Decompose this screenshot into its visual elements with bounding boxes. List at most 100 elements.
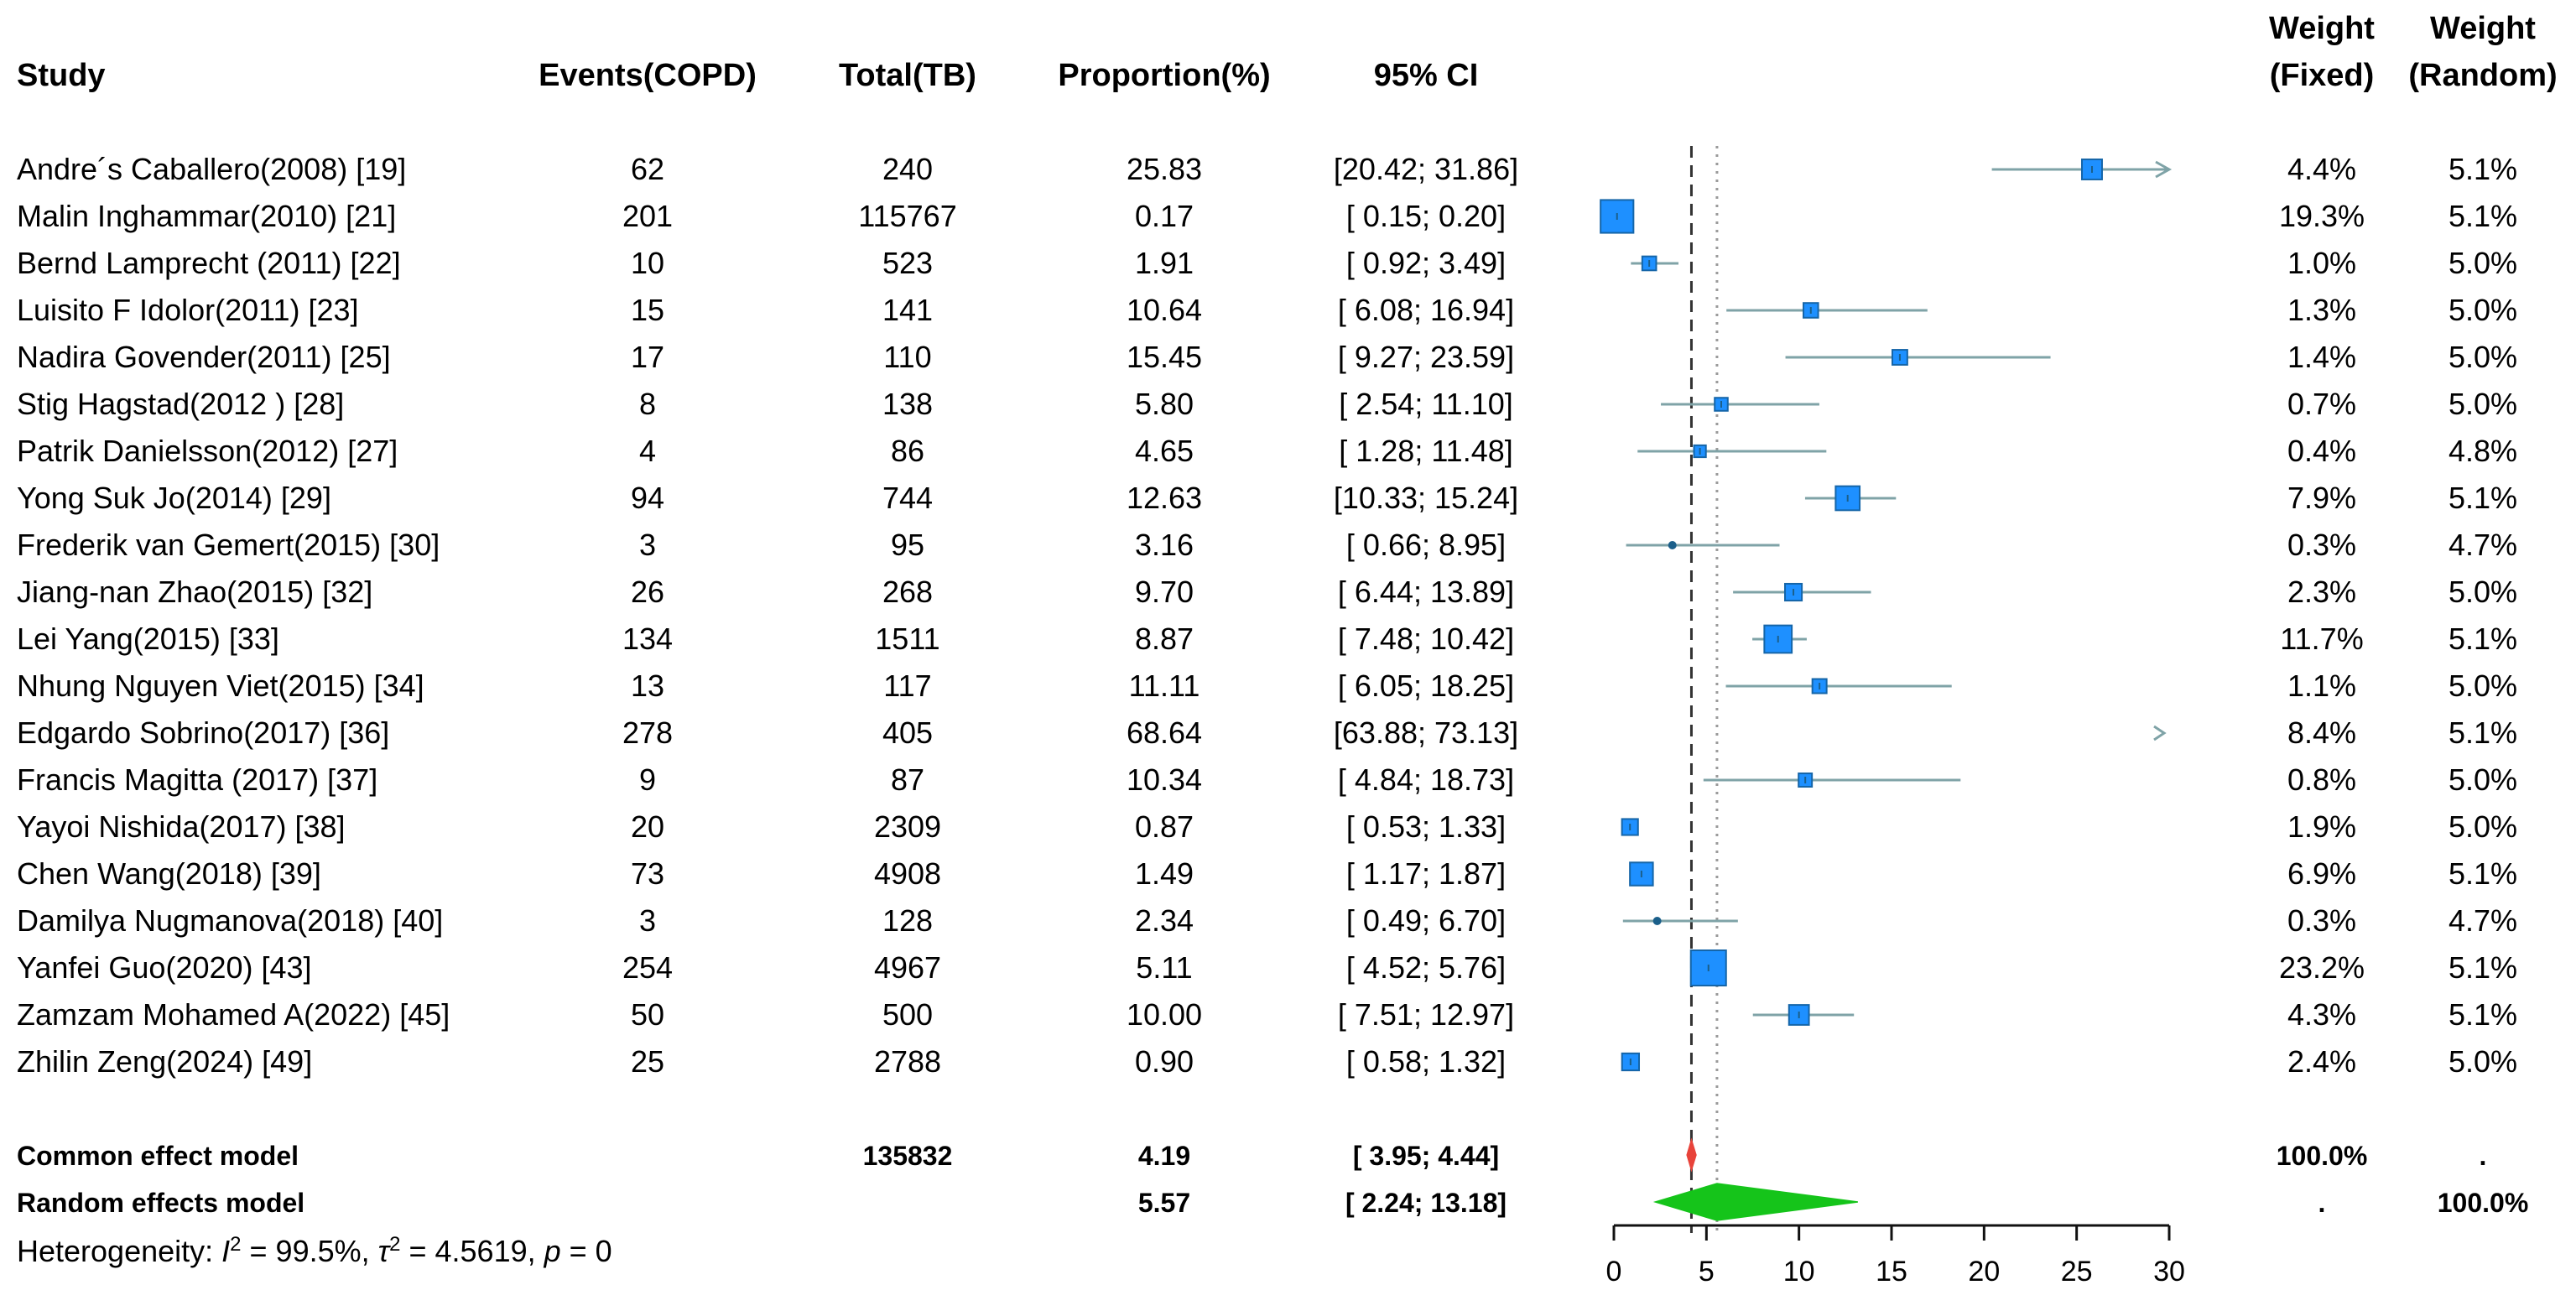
cell-ci-label: [ 1.28; 11.48] bbox=[1339, 434, 1513, 468]
table-row: Patrik Danielsson(2012) [27] 4 86 4.65 [ 1.2… bbox=[17, 434, 2517, 468]
cell-ci-label: [ 0.15; 0.20] bbox=[1346, 199, 1506, 233]
cell-ci-label: [ 7.48; 10.42] bbox=[1338, 622, 1514, 656]
cell-ci-label: [ 6.44; 13.89] bbox=[1338, 575, 1514, 609]
cell-events: 26 bbox=[631, 575, 664, 609]
study-marker bbox=[1689, 949, 1727, 986]
cell-events: 17 bbox=[631, 340, 664, 374]
study-marker bbox=[1703, 773, 1961, 788]
cell-w-random: 5.1% bbox=[2449, 152, 2517, 186]
study-marker bbox=[1637, 444, 1827, 459]
cell-prop-label: 11.11 bbox=[1129, 669, 1200, 703]
cell-w-random: 4.8% bbox=[2449, 434, 2517, 468]
table-row: Zhilin Zeng(2024) [49] 25 2788 0.90 [ 0.58; … bbox=[17, 1044, 2517, 1079]
study-marker bbox=[1726, 302, 1928, 319]
cell-total: 86 bbox=[891, 434, 924, 468]
study-marker bbox=[1629, 861, 1654, 887]
cell-w-random: 5.0% bbox=[2449, 809, 2517, 844]
cell-w-fixed: 19.3% bbox=[2279, 199, 2365, 233]
cell-total: 500 bbox=[882, 997, 933, 1032]
cell-events: 134 bbox=[622, 622, 673, 656]
model-proportion: 5.57 bbox=[1138, 1188, 1190, 1218]
cell-w-random: 5.1% bbox=[2449, 199, 2517, 233]
cell-events: 3 bbox=[639, 903, 656, 938]
cell-events: 8 bbox=[639, 387, 656, 421]
study-marker bbox=[1752, 624, 1807, 654]
cell-w-fixed: 8.4% bbox=[2287, 715, 2356, 750]
cell-total: 117 bbox=[883, 669, 931, 703]
x-tick-label: 0 bbox=[1606, 1256, 1622, 1288]
cell-study: Luisito F Idolor(2011) [23] bbox=[17, 293, 359, 327]
study-marker bbox=[1661, 397, 1819, 412]
study-rows: Andre´s Caballero(2008) [19] 62 240 25.83 [2… bbox=[17, 152, 2528, 1218]
cell-w-random: 5.1% bbox=[2449, 856, 2517, 891]
cell-prop-label: 0.17 bbox=[1135, 199, 1194, 233]
cell-study: Stig Hagstad(2012 ) [28] bbox=[17, 387, 344, 421]
cell-prop-label: 1.49 bbox=[1135, 856, 1194, 891]
summary-diamond bbox=[1686, 1137, 1697, 1173]
cell-prop-label: 68.64 bbox=[1127, 715, 1202, 750]
header-ci: 95% CI bbox=[1374, 58, 1479, 93]
study-marker bbox=[1600, 199, 1635, 234]
cell-total: 2788 bbox=[874, 1044, 941, 1079]
cell-w-random: 5.1% bbox=[2449, 997, 2517, 1032]
header-weight-fixed-2: (Fixed) bbox=[2270, 58, 2375, 93]
cell-study: Patrik Danielsson(2012) [27] bbox=[17, 434, 398, 468]
study-marker bbox=[1725, 678, 1952, 695]
table-row: Lei Yang(2015) [33] 134 1511 8.87 [ 7.48; 10… bbox=[17, 622, 2517, 656]
cell-events: 201 bbox=[622, 199, 673, 233]
cell-study: Edgardo Sobrino(2017) [36] bbox=[17, 715, 389, 750]
header-proportion: Proportion(%) bbox=[1058, 58, 1270, 93]
study-marker bbox=[1733, 582, 1871, 602]
x-tick-label: 5 bbox=[1699, 1256, 1715, 1288]
cell-total: 240 bbox=[882, 152, 933, 186]
table-row: Yanfei Guo(2020) [43] 254 4967 5.11 [ 4.52; … bbox=[17, 950, 2517, 985]
table-row: Nadira Govender(2011) [25] 17 110 15.45 [ 9.… bbox=[17, 340, 2517, 374]
out-of-range-arrow bbox=[2153, 725, 2167, 741]
cell-w-fixed: 1.4% bbox=[2287, 340, 2356, 374]
ci-arrow bbox=[2155, 160, 2173, 179]
cell-events: 278 bbox=[622, 715, 673, 750]
cell-w-random: 5.0% bbox=[2449, 246, 2517, 280]
cell-w-fixed: 1.1% bbox=[2287, 669, 2356, 703]
table-row: Malin Inghammar(2010) [21] 201 115767 0.17 [… bbox=[17, 199, 2517, 233]
cell-events: 50 bbox=[631, 997, 664, 1032]
cell-events: 254 bbox=[622, 950, 673, 985]
cell-events: 3 bbox=[639, 528, 656, 562]
cell-study: Yayoi Nishida(2017) [38] bbox=[17, 809, 346, 844]
heterogeneity-part: τ bbox=[378, 1234, 392, 1268]
cell-ci-label: [ 2.54; 11.10] bbox=[1339, 387, 1513, 421]
header-total: Total(TB) bbox=[839, 58, 976, 93]
table-row: Luisito F Idolor(2011) [23] 15 141 10.64 [ 6… bbox=[17, 293, 2517, 327]
cell-w-random: 5.1% bbox=[2449, 622, 2517, 656]
cell-prop-label: 12.63 bbox=[1127, 481, 1202, 515]
study-marker bbox=[1785, 349, 2051, 366]
cell-w-random: 4.7% bbox=[2449, 528, 2517, 562]
cell-prop-label: 0.87 bbox=[1135, 809, 1194, 844]
cell-w-fixed: 4.3% bbox=[2287, 997, 2356, 1032]
study-marker bbox=[1621, 1052, 1641, 1072]
cell-prop-label: 15.45 bbox=[1127, 340, 1202, 374]
x-tick-label: 25 bbox=[2061, 1256, 2093, 1288]
table-row: Stig Hagstad(2012 ) [28] 8 138 5.80 [ 2.54; … bbox=[17, 387, 2517, 421]
cell-ci-label: [ 4.52; 5.76] bbox=[1346, 950, 1506, 985]
model-weight-random: . bbox=[2480, 1141, 2487, 1171]
cell-w-fixed: 11.7% bbox=[2280, 622, 2363, 656]
study-marker bbox=[1804, 485, 1897, 512]
cell-ci-label: [ 0.53; 1.33] bbox=[1346, 809, 1506, 844]
cell-events: 9 bbox=[639, 762, 656, 797]
cell-study: Lei Yang(2015) [33] bbox=[17, 622, 279, 656]
cell-events: 25 bbox=[631, 1044, 664, 1079]
cell-ci-label: [ 4.84; 18.73] bbox=[1338, 762, 1514, 797]
cell-w-fixed: 0.4% bbox=[2287, 434, 2356, 468]
table-row: Andre´s Caballero(2008) [19] 62 240 25.83 [2… bbox=[17, 152, 2517, 186]
plot-area: 0 5 10 15 20 25 30 bbox=[1600, 146, 2185, 1288]
cell-ci-label: [20.42; 31.86] bbox=[1334, 152, 1518, 186]
cell-events: 62 bbox=[631, 152, 664, 186]
cell-w-fixed: 1.3% bbox=[2287, 293, 2356, 327]
summary-diamond bbox=[1652, 1183, 1858, 1221]
cell-study: Malin Inghammar(2010) [21] bbox=[17, 199, 396, 233]
cell-events: 10 bbox=[631, 246, 664, 280]
cell-prop-label: 5.11 bbox=[1136, 950, 1192, 985]
cell-total: 128 bbox=[882, 903, 933, 938]
